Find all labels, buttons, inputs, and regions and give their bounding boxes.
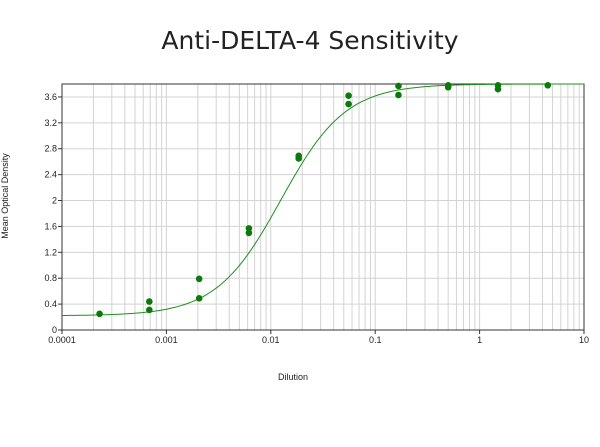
x-tick-label: 0.01 (262, 335, 280, 345)
x-tick-label: 1 (477, 335, 482, 345)
data-point (146, 306, 153, 314)
y-tick-label: 3.2 (44, 118, 57, 128)
y-tick-label: 2 (52, 196, 57, 206)
y-tick-label: 3.6 (44, 92, 57, 102)
data-points (96, 81, 552, 318)
y-tick-label: 1.6 (44, 221, 57, 231)
plot-frame (61, 83, 585, 331)
axis-ticks: 0.0001 0.001 0.01 0.1 1 10 0 0.4 0.8 1.2 1.6 2 2.4 2.… (44, 92, 589, 345)
data-point (345, 92, 352, 99)
y-tick-label: 0 (52, 325, 57, 335)
data-point (195, 275, 203, 283)
grid-lines (61, 84, 584, 331)
chart-title: Anti-DELTA-4 Sensitivity (161, 26, 459, 55)
x-axis-label: Dilution (278, 372, 308, 382)
data-point (494, 85, 502, 93)
data-point (444, 83, 452, 91)
data-point (395, 82, 402, 90)
data-point (395, 91, 402, 99)
data-point (345, 100, 352, 108)
x-tick-label: 0.0001 (48, 335, 76, 345)
data-point (245, 225, 253, 232)
data-point (195, 294, 203, 302)
data-point (96, 310, 103, 318)
y-axis-label: Mean Optical Density (0, 153, 10, 239)
x-tick-label: 10 (579, 335, 589, 345)
y-tick-label: 1.2 (44, 247, 57, 257)
x-tick-label: 0.001 (155, 335, 178, 345)
y-tick-label: 2.8 (44, 144, 57, 154)
y-tick-label: 2.4 (44, 170, 57, 180)
data-point (245, 229, 253, 237)
fit-curve (61, 83, 584, 316)
y-tick-label: 0.4 (44, 299, 57, 309)
data-point (295, 155, 302, 162)
y-tick-label: 0.8 (44, 273, 57, 283)
data-point (146, 298, 153, 305)
x-tick-label: 0.1 (369, 335, 382, 345)
data-point (544, 81, 552, 89)
